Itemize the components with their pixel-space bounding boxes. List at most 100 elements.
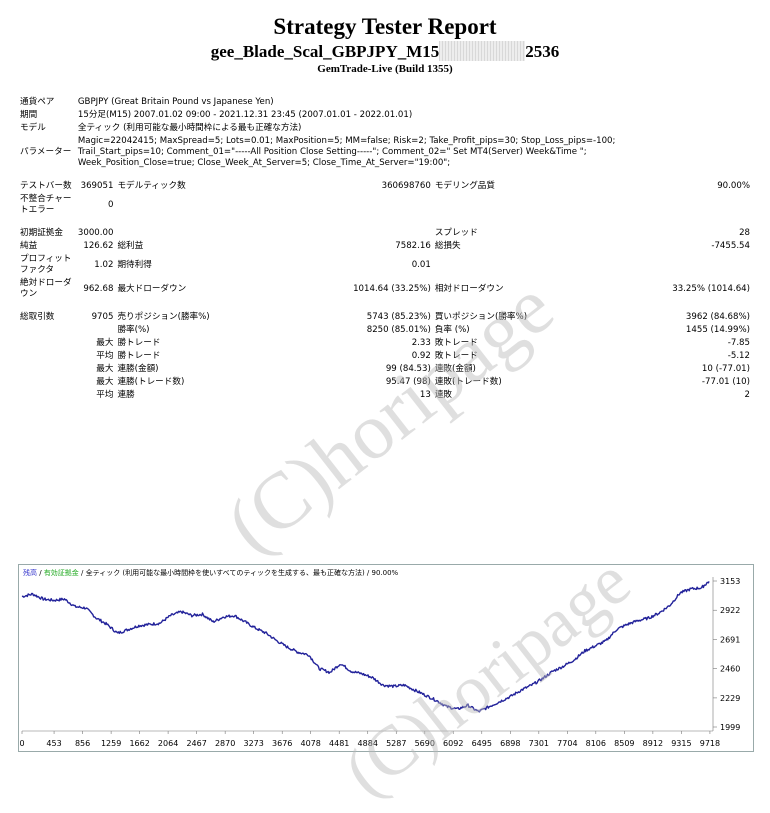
x-tick-label: 856 [75, 739, 90, 748]
gross-profit-label: 総利益 [117, 241, 144, 251]
long-label: 買いポジション(勝率%) [434, 312, 528, 322]
x-tick-label: 4884 [358, 739, 378, 748]
rel-dd-label: 相対ドローダウン [434, 283, 504, 294]
y-tick-label: 2229 [720, 694, 740, 703]
avg-word: 平均 [96, 390, 114, 400]
server-build: GemTrade-Live (Build 1355) [317, 63, 453, 75]
max-win-label: 勝トレード [117, 338, 161, 348]
row-period: 期間 15分足(M15) 2007.01.02 09:00 - 2021.12.3… [18, 109, 752, 122]
total-label: 総取引数 [20, 312, 55, 322]
report-title: Strategy Tester Report [273, 14, 497, 39]
balance-chart: 残高 / 有効証拠金 / 全ティック (利用可能な最小時間枠を使いすべてのティッ… [18, 564, 754, 752]
cons-win-cnt-value: 95.47 (98) [385, 377, 431, 387]
max-word: 最大 [96, 377, 114, 387]
x-tick-label: 2064 [158, 739, 178, 748]
row-model: モデル 全ティック (利用可能な最小時間枠による最も正確な方法) [18, 122, 752, 135]
chart-plot: 3153 2922 2691 2460 2229 1999 0 453 856 1259 1662 2… [19, 577, 740, 748]
cons-loss-cnt-value: -77.01 (10) [701, 377, 750, 387]
x-tick-label: 7704 [557, 739, 577, 748]
x-tick-label: 0 [19, 739, 24, 748]
x-tick-label: 6495 [472, 739, 492, 748]
row-max-trade: 最大 勝トレード 2.33 敗トレード -7.85 [18, 337, 752, 350]
period-value: 15分足(M15) 2007.01.02 09:00 - 2021.12.31 … [77, 110, 413, 120]
row-trades: 総取引数 9705 売りポジション(勝率%) 5743 (85.23%) 買いポジション… [18, 311, 752, 324]
row-deposit: 初期証拠金 3000.00 スプレッド 28 [18, 227, 752, 240]
x-tick-label: 4078 [300, 739, 320, 748]
loss-value: 1455 (14.99%) [685, 325, 750, 335]
balance-line [21, 581, 710, 713]
net-label: 純益 [20, 241, 38, 251]
x-tick-label: 4481 [329, 739, 349, 748]
report-subtitle: gee_Blade_Scal_GBPJPY_M15 2536 [0, 41, 770, 62]
quality-value: 90.00% [717, 181, 750, 191]
bars-label: テストバー数 [20, 181, 72, 191]
avg-win-value: 0.92 [411, 351, 431, 361]
params-line-2: Trail_Start_pips=10; Comment_01="-----Al… [77, 147, 587, 157]
abs-dd-value: 962.68 [83, 283, 114, 294]
total-value: 9705 [91, 312, 114, 322]
avg-loss-value: -5.12 [727, 351, 750, 361]
legend-equity: 有効証拠金 [43, 569, 79, 577]
max-dd-value: 1014.64 (33.25%) [353, 283, 431, 294]
ticks-value: 360698760 [381, 181, 431, 191]
expected-value: 0.01 [411, 259, 431, 270]
x-tick-label: 5287 [386, 739, 406, 748]
deposit-value: 3000.00 [77, 228, 114, 238]
row-avg-trade: 平均 勝トレード 0.92 敗トレード -5.12 [18, 350, 752, 363]
bars-value: 369051 [80, 181, 114, 191]
quality-label: モデリング品質 [434, 181, 495, 191]
max-win-value: 2.33 [411, 338, 431, 348]
row-bars: テストバー数 369051 モデルティック数 360698760 モデリング品質 90.0… [18, 180, 752, 193]
y-tick-label: 1999 [720, 723, 740, 732]
avg-cons-win-value: 13 [419, 390, 431, 400]
spread-label: スプレッド [434, 228, 478, 238]
y-tick-label: 2460 [720, 665, 740, 674]
x-tick-label: 5690 [415, 739, 435, 748]
spread-value: 28 [739, 228, 750, 238]
x-tick-label: 2870 [215, 739, 235, 748]
x-tick-label: 453 [46, 739, 61, 748]
x-tick-label: 8509 [614, 739, 634, 748]
avg-cons-win-label: 連勝 [117, 390, 135, 400]
max-dd-label: 最大ドローダウン [117, 283, 187, 294]
row-pf: プロフィットファクタ 1.02 期待利得 0.01 [18, 253, 752, 277]
row-cons-amt: 最大 連勝(金額) 99 (84.53) 連敗(金額) 10 (-77.01) [18, 363, 752, 376]
net-value: 126.62 [83, 241, 114, 251]
x-tick-label: 6898 [500, 739, 520, 748]
cons-loss-cnt-label: 連敗(トレード数) [434, 377, 502, 387]
max-word: 最大 [96, 364, 114, 374]
row-net: 純益 126.62 総利益 7582.16 総損失 -7455.54 [18, 240, 752, 253]
params-line-3: Week_Position_Close=true; Close_Week_At_… [77, 158, 451, 168]
x-tick-label: 3676 [272, 739, 292, 748]
avg-word: 平均 [96, 351, 114, 361]
x-tick-label: 7301 [529, 739, 549, 748]
row-params: パラメーター Magic=22042415; MaxSpread=5; Lots=… [18, 135, 752, 170]
x-tick-label: 8912 [643, 739, 663, 748]
x-tick-label: 1662 [129, 739, 149, 748]
model-label: モデル [20, 123, 46, 133]
symbol-label: 通貨ペア [20, 97, 55, 107]
cons-loss-amt-value: 10 (-77.01) [701, 364, 750, 374]
report-table: 通貨ペア GBPJPY (Great Britain Pound vs Japan… [18, 96, 752, 402]
cons-win-amt-label: 連勝(金額) [117, 364, 159, 374]
pf-value: 1.02 [94, 259, 114, 270]
short-label: 売りポジション(勝率%) [117, 312, 210, 322]
redacted-mask [439, 41, 526, 61]
cons-win-amt-value: 99 (84.53) [385, 364, 431, 374]
row-symbol: 通貨ペア GBPJPY (Great Britain Pound vs Japan… [18, 96, 752, 109]
model-value: 全ティック (利用可能な最小時間枠による最も正確な方法) [77, 123, 302, 133]
avg-loss-label: 敗トレード [434, 351, 478, 361]
mismatch-value: 0 [107, 199, 114, 210]
short-value: 5743 (85.23%) [366, 312, 431, 322]
max-word: 最大 [96, 338, 114, 348]
symbol-value: GBPJPY (Great Britain Pound vs Japanese … [77, 97, 274, 107]
row-winloss: 勝率(%) 8250 (85.01%) 負率 (%) 1455 (14.99%) [18, 324, 752, 337]
params-label: パラメーター [20, 147, 72, 157]
gross-loss-label: 総損失 [434, 241, 461, 251]
row-cons-cnt: 最大 連勝(トレード数) 95.47 (98) 連敗(トレード数) -77.01 (10… [18, 376, 752, 389]
y-tick-label: 2922 [720, 606, 740, 615]
deposit-label: 初期証拠金 [20, 228, 63, 238]
pf-label: プロフィットファクタ [20, 254, 72, 275]
max-loss-value: -7.85 [727, 338, 750, 348]
row-avg-cons: 平均 連勝 13 連敗 2 [18, 389, 752, 402]
